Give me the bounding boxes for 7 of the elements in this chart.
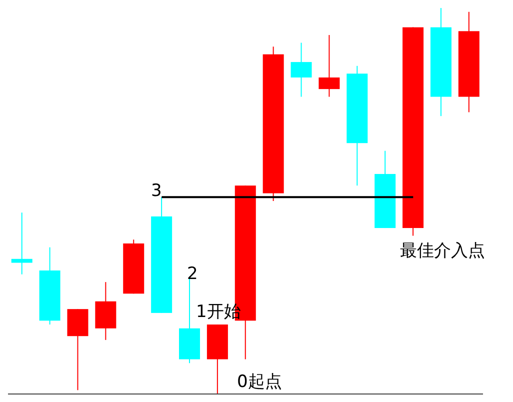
- candlestick: [11, 212, 32, 275]
- annotation: 3: [151, 181, 162, 201]
- annotation: 0起点: [237, 371, 282, 393]
- candlestick: [290, 42, 312, 98]
- candlestick: [318, 34, 340, 98]
- annotation: 最佳介入点: [400, 240, 485, 262]
- annotation: 2: [187, 264, 198, 284]
